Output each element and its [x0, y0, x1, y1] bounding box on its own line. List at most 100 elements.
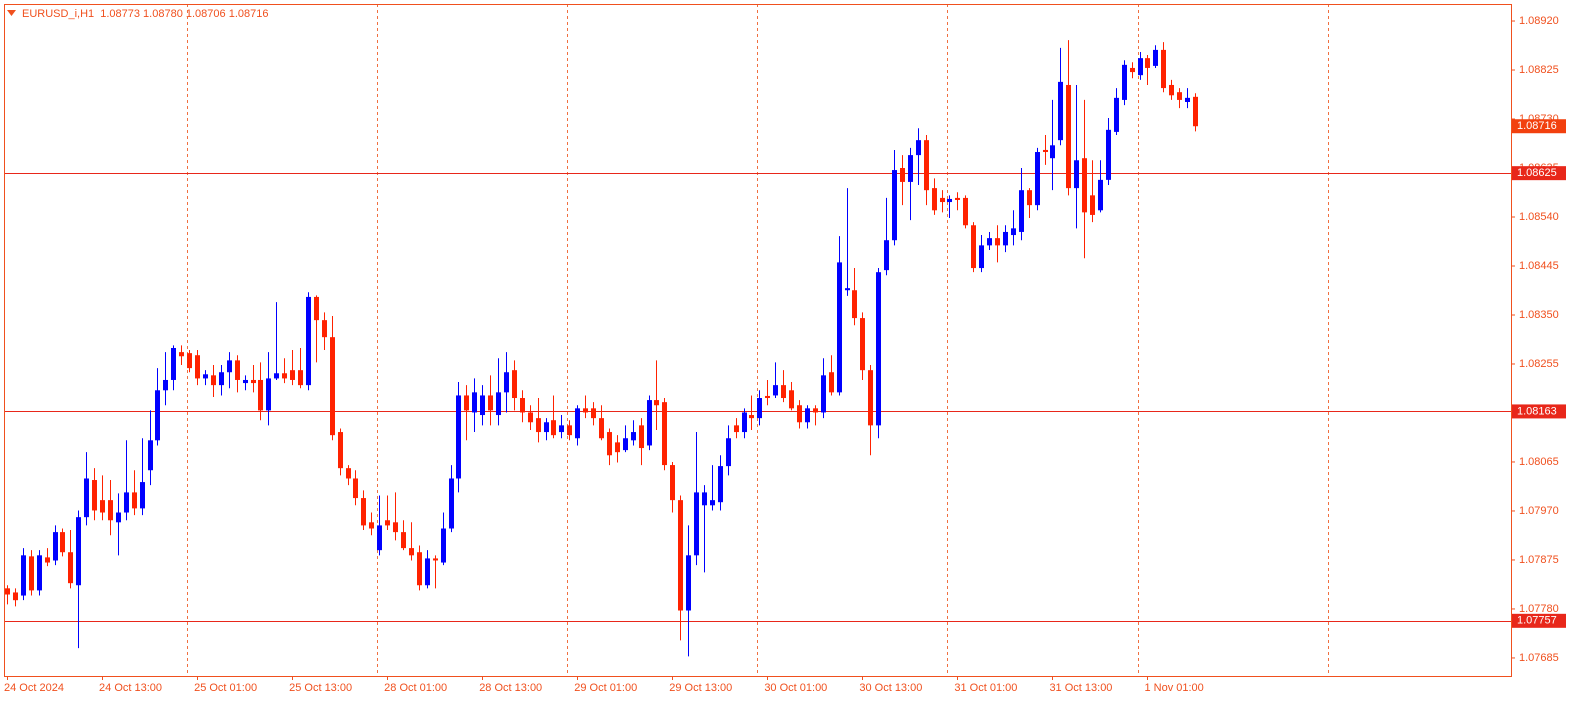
- candle-body: [13, 592, 18, 601]
- candle-body: [76, 517, 81, 586]
- candle-body: [401, 532, 406, 549]
- candle-body: [29, 556, 34, 591]
- x-tick-label: 31 Oct 13:00: [1049, 682, 1112, 694]
- candle-body: [393, 522, 398, 533]
- price-label-box: [1512, 119, 1566, 134]
- x-tick-label: 24 Oct 13:00: [99, 682, 162, 694]
- candle-body: [940, 197, 945, 203]
- candle-body: [243, 379, 248, 384]
- y-tick-label: 1.07780: [1519, 603, 1559, 615]
- candle-body: [900, 168, 905, 182]
- y-tick-label: 1.08920: [1519, 15, 1559, 27]
- x-tick-label: 31 Oct 01:00: [954, 682, 1017, 694]
- collapse-arrow[interactable]: [7, 10, 16, 16]
- candle-body: [631, 432, 636, 441]
- x-tick-label: 24 Oct 2024: [4, 682, 64, 694]
- candle-body: [100, 500, 105, 513]
- candle-body: [211, 375, 216, 386]
- candle-body: [908, 155, 913, 182]
- candle-body: [417, 552, 422, 586]
- candle-body: [68, 552, 73, 584]
- candle-body: [512, 370, 517, 399]
- candle-body: [496, 392, 501, 416]
- candle-body: [1106, 129, 1111, 180]
- candle-body: [155, 390, 160, 441]
- candle-body: [623, 438, 628, 451]
- candle-body: [544, 422, 549, 433]
- candle-body: [702, 492, 707, 506]
- x-tick-label: 28 Oct 13:00: [479, 682, 542, 694]
- candle-body: [1138, 58, 1143, 76]
- candle-body: [520, 398, 525, 413]
- candle-body: [686, 555, 691, 611]
- candle-body: [654, 400, 659, 406]
- level-label-box: [1512, 613, 1566, 628]
- candle-body: [449, 478, 454, 529]
- candle-body: [171, 347, 176, 380]
- x-tick-label: 29 Oct 01:00: [574, 682, 637, 694]
- candle-body: [274, 373, 279, 379]
- candle-body: [995, 238, 1000, 246]
- candle-body: [163, 379, 168, 391]
- candle-body: [124, 492, 129, 513]
- candle-body: [773, 385, 778, 396]
- candle-body: [1027, 190, 1032, 206]
- candle-body: [947, 198, 952, 203]
- candle-body: [567, 425, 572, 436]
- candle-body: [647, 400, 652, 446]
- candle-body: [1193, 96, 1198, 127]
- candle-body: [409, 548, 414, 556]
- candle-body: [298, 370, 303, 386]
- y-tick-label: 1.07685: [1519, 652, 1559, 664]
- y-tick-label: 1.07970: [1519, 505, 1559, 517]
- candle-body: [353, 478, 358, 499]
- candle-body: [132, 492, 137, 509]
- candle-body: [425, 558, 430, 586]
- candle-body: [322, 320, 327, 338]
- candle-body: [203, 374, 208, 379]
- candle-body: [678, 500, 683, 611]
- candle-body: [472, 392, 477, 413]
- candle-body: [742, 412, 747, 433]
- candle-body: [1122, 64, 1127, 100]
- price-label: 1.08716: [1517, 120, 1557, 132]
- candle-body: [235, 360, 240, 380]
- candle-body: [1019, 190, 1024, 232]
- plot-frame: [4, 4, 1512, 677]
- candle-body: [916, 140, 921, 156]
- candle-body: [385, 520, 390, 526]
- y-tick-label: 1.08825: [1519, 64, 1559, 76]
- candle-body: [1145, 58, 1150, 68]
- level-label: 1.07757: [1517, 615, 1557, 627]
- chart-title: EURUSD_i,H1 1.08773 1.08780 1.08706 1.08…: [22, 8, 268, 20]
- y-tick-label: 1.08350: [1519, 309, 1559, 321]
- candle-body: [662, 402, 667, 466]
- candle-body: [971, 225, 976, 269]
- candle-body: [924, 140, 929, 191]
- candle-body: [955, 197, 960, 200]
- x-tick-label: 28 Oct 01:00: [384, 682, 447, 694]
- candle-body: [757, 398, 762, 419]
- candle-body: [639, 425, 644, 449]
- level-label: 1.08163: [1517, 405, 1557, 417]
- candle-body: [797, 405, 802, 423]
- y-tick-label: 1.08540: [1519, 211, 1559, 223]
- candle-body: [290, 370, 295, 380]
- candle-body: [963, 197, 968, 226]
- candle-body: [765, 395, 770, 399]
- candle-body: [694, 492, 699, 556]
- candle-body: [845, 288, 850, 291]
- candle-body: [1035, 152, 1040, 206]
- level-label-box: [1512, 404, 1566, 419]
- candle-body: [1169, 84, 1174, 96]
- candle-body: [1114, 97, 1119, 132]
- candle-body: [116, 512, 121, 523]
- candle-body: [258, 379, 263, 411]
- x-tick-label: 30 Oct 13:00: [859, 682, 922, 694]
- candle-body: [670, 465, 675, 501]
- candle-body: [60, 532, 65, 553]
- candle-body: [837, 262, 842, 393]
- candle-body: [805, 408, 810, 423]
- candle-body: [187, 353, 192, 369]
